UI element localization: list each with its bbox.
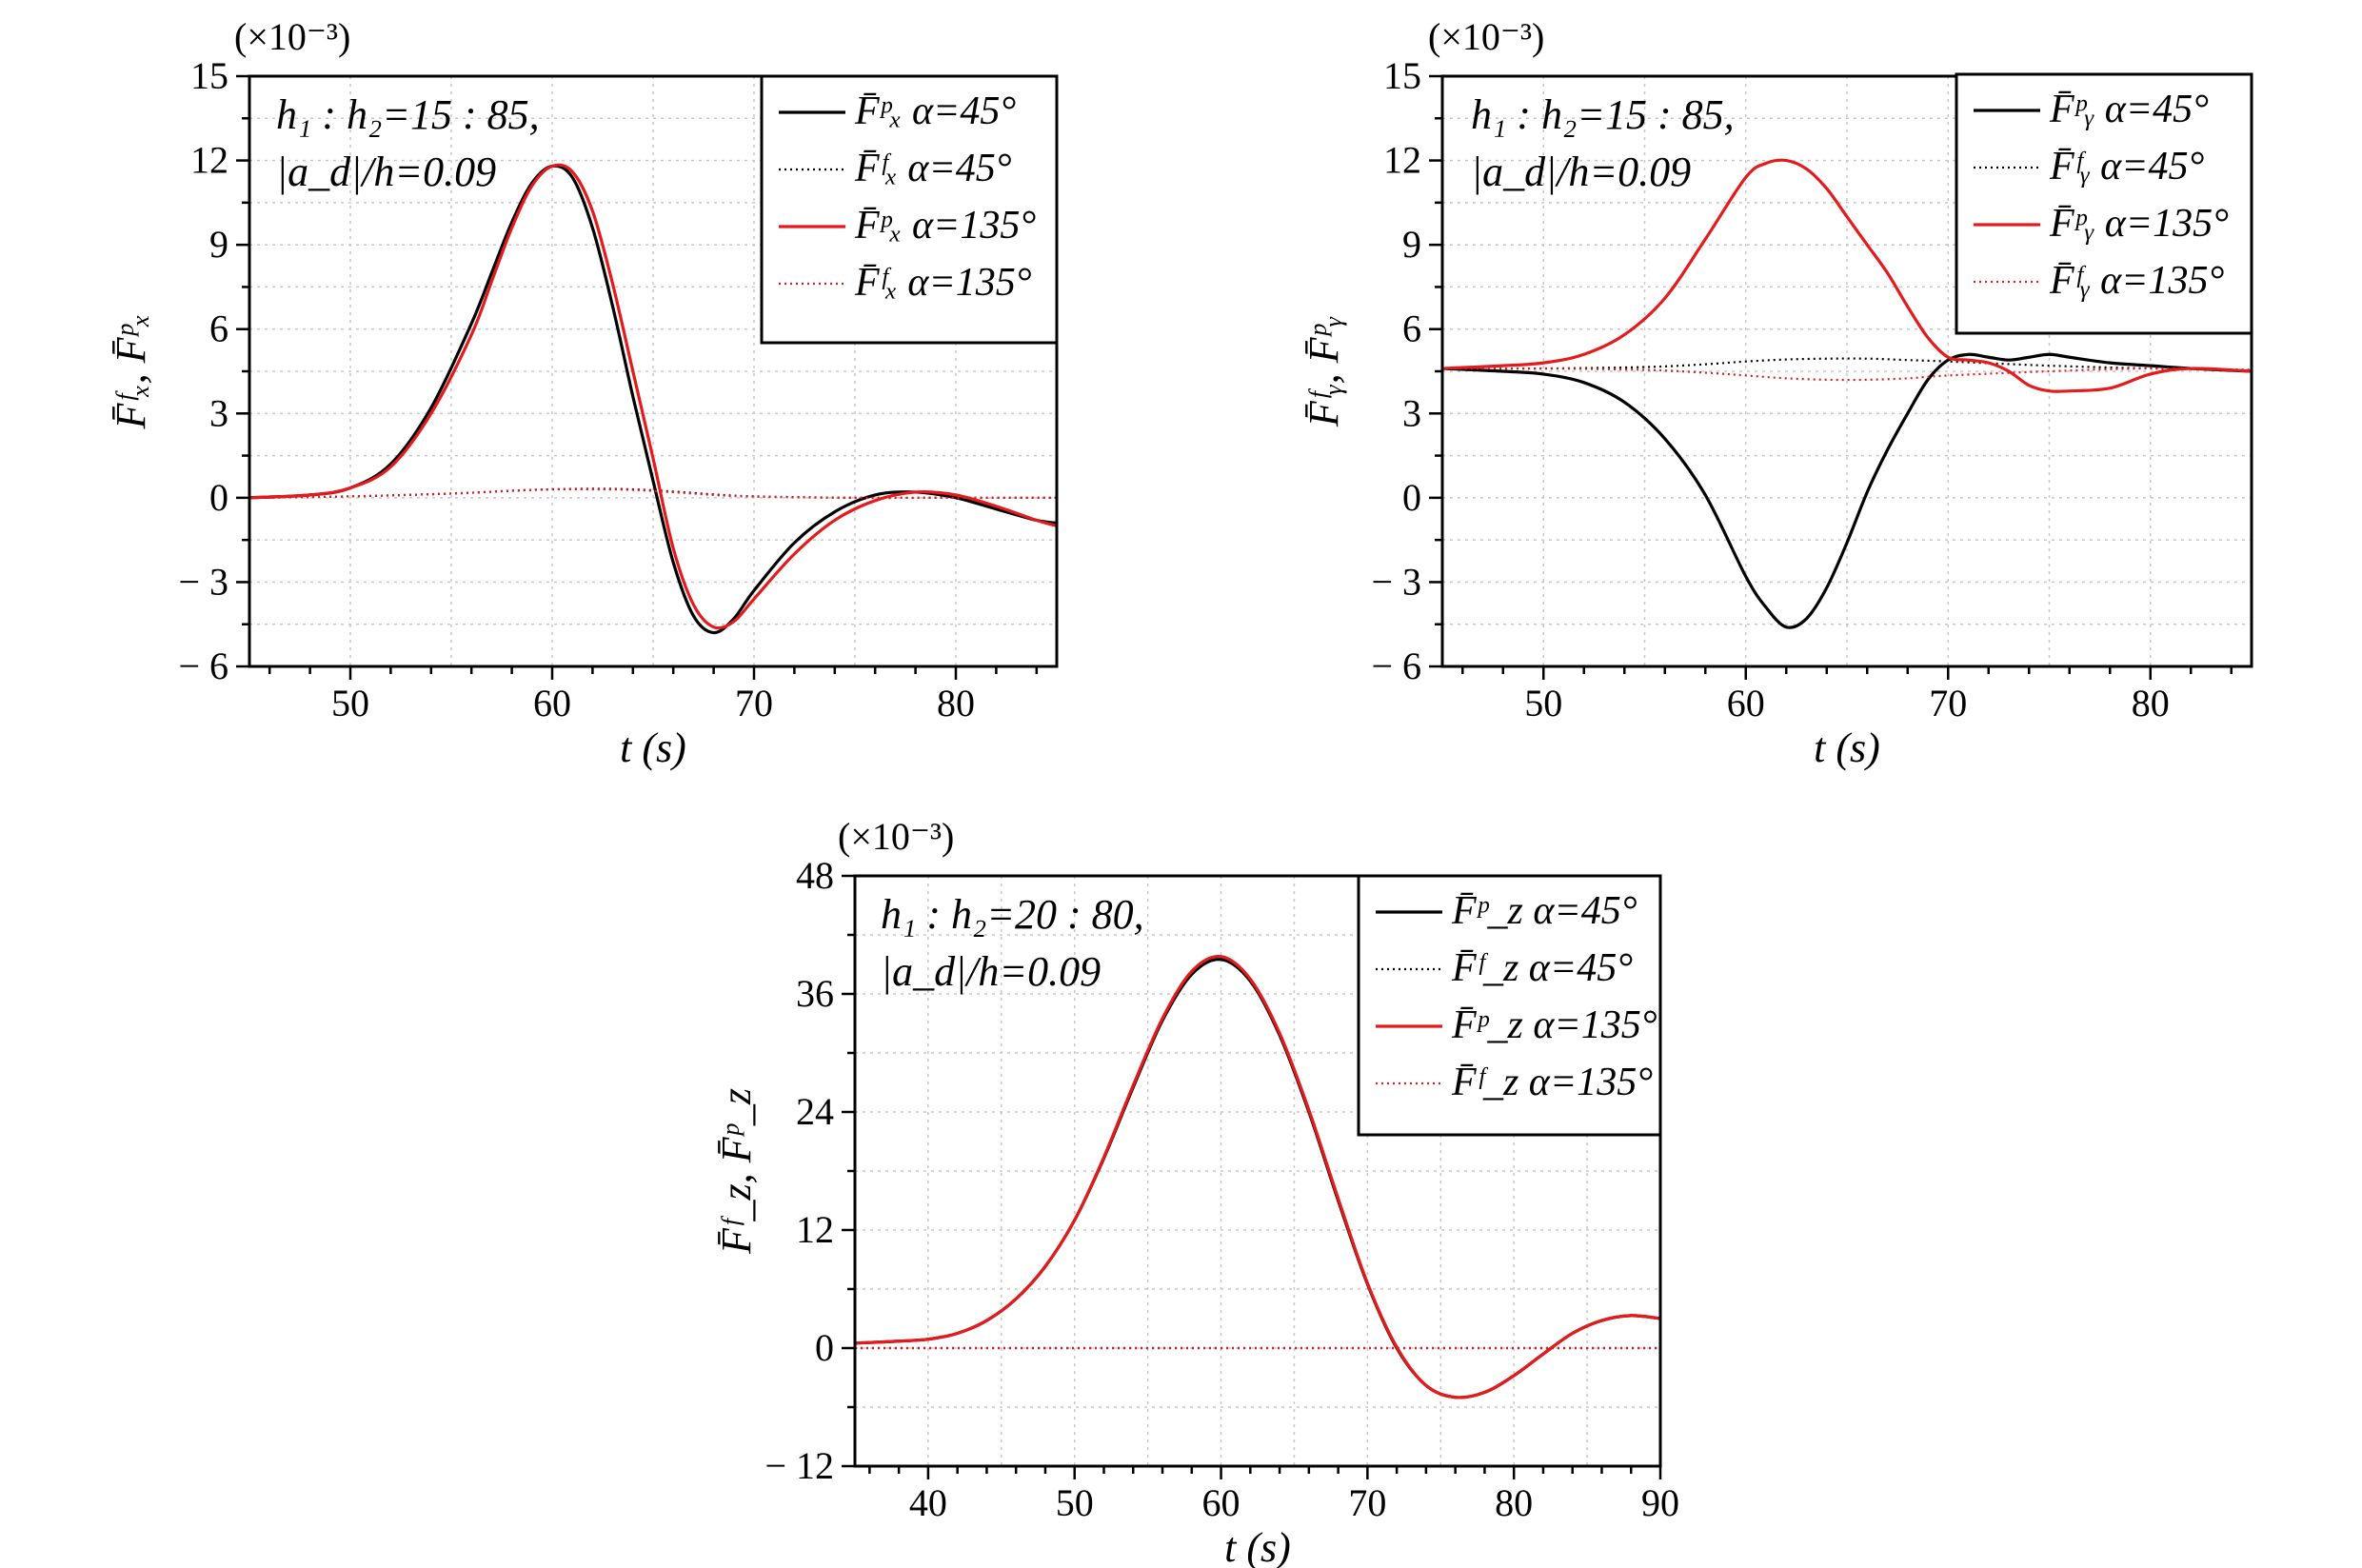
plot-area: 40 50 60 70 80 90 − 12 0 12 24 36 48 (764, 854, 1679, 1524)
y-ticks: − 6 − 3 0 3 6 9 12 15 (1371, 54, 1442, 687)
legend-label: F̄ᵖ_z α=135° (1451, 1003, 1657, 1047)
legend-label: F̄ᶠᵧ α=135° (2049, 259, 2225, 303)
legend-label: F̄ᵖₓ α=45° (854, 89, 1016, 133)
x-tick-label: 90 (1641, 1481, 1679, 1524)
y-tick-label: 15 (1383, 54, 1421, 97)
legend-box (1955, 72, 2253, 335)
plot-area: 50 60 70 80 − 6 − 3 0 3 6 9 12 15 (178, 54, 1059, 724)
series-line (249, 164, 1057, 635)
y-axis-label: F̄ᶠ_z, F̄ᵖ_z (713, 1088, 760, 1255)
y-tick-label: − 6 (1371, 645, 1421, 687)
series-lines (249, 163, 1057, 635)
legend-box (1357, 874, 1662, 1137)
x-tick-label: 80 (1495, 1481, 1533, 1524)
annotation-line-2: |a_d|/h=0.09 (276, 149, 496, 195)
x-tick-label: 80 (937, 682, 975, 724)
y-tick-label: 12 (1383, 139, 1421, 182)
x-tick-label: 50 (331, 682, 369, 724)
annotation-line-1: h₁ : h₂=20 : 80, (881, 891, 1144, 938)
x-tick-label: 80 (2132, 682, 2170, 724)
y-tick-label: 36 (796, 972, 834, 1015)
legend-label: F̄ᶠₓ α=45° (854, 147, 1012, 190)
y-tick-label: 0 (209, 476, 228, 519)
series-line (249, 487, 1057, 500)
legend-label: F̄ᶠᵧ α=45° (2049, 145, 2205, 189)
legend-entries: F̄ᵖᵧ α=45° F̄ᶠᵧ α=45° F̄ᵖᵧ α=135° F̄ᶠᵧ α=13… (1974, 88, 2229, 303)
y-tick-label: 9 (209, 223, 228, 266)
y-tick-label: 12 (796, 1208, 834, 1251)
x-tick-label: 70 (735, 682, 773, 724)
x-axis-label: t (s) (1224, 1524, 1291, 1568)
y-tick-label: 0 (1402, 476, 1421, 519)
x-ticks: 50 60 70 80 (1461, 666, 2233, 724)
y-tick-label: 3 (1402, 391, 1421, 434)
y-tick-label: 15 (190, 54, 228, 97)
y-ticks: − 12 0 12 24 36 48 (764, 854, 855, 1487)
y-tick-label: 0 (815, 1326, 834, 1369)
x-axis-label: t (s) (1814, 724, 1880, 771)
x-tick-label: 70 (1348, 1481, 1386, 1524)
legend-label: F̄ᶠₓ α=135° (854, 261, 1032, 305)
legend-entries: F̄ᵖₓ α=45° F̄ᶠₓ α=45° F̄ᵖₓ α=135° F̄ᶠₓ α=13… (779, 89, 1036, 305)
legend: F̄ᵖᵧ α=45° F̄ᶠᵧ α=45° F̄ᵖᵧ α=135° F̄ᶠᵧ α=13… (1955, 72, 2253, 335)
panel-fy: 50 60 70 80 − 6 − 3 0 3 6 9 12 15 (×10⁻³) F̄ᶠᵧ, F̄… (1300, 15, 2253, 771)
series-line (1442, 158, 2252, 393)
series-line (1442, 352, 2252, 629)
x-tick-label: 60 (1202, 1481, 1241, 1524)
x-tick-label: 70 (1929, 682, 1967, 724)
y-tick-label: − 3 (178, 560, 228, 603)
x-tick-label: 50 (1056, 1481, 1094, 1524)
y-tick-label: 3 (209, 391, 228, 434)
x-ticks: 50 60 70 80 (268, 666, 1039, 724)
x-tick-label: 50 (1524, 682, 1562, 724)
annotation-line-2: |a_d|/h=0.09 (1471, 149, 1691, 195)
multiplier-label: (×10⁻³) (838, 815, 954, 858)
legend-label: F̄ᶠ_z α=45° (1451, 946, 1633, 990)
x-ticks: 40 50 60 70 80 90 (868, 1466, 1679, 1524)
series-line (855, 954, 1660, 1399)
y-tick-label: 48 (796, 854, 834, 897)
y-tick-label: − 12 (764, 1444, 834, 1487)
x-axis-label: t (s) (620, 724, 686, 771)
series-lines (855, 954, 1660, 1399)
legend-label: F̄ᵖ_z α=45° (1451, 889, 1638, 933)
legend-label: F̄ᵖᵧ α=135° (2049, 202, 2229, 246)
panel-fx: 50 60 70 80 − 6 − 3 0 3 6 9 12 15 (×10⁻³) F̄ᶠₓ, F̄… (108, 15, 1059, 771)
y-tick-label: − 3 (1371, 560, 1421, 603)
x-tick-label: 40 (909, 1481, 947, 1524)
y-axis-label: F̄ᶠᵧ, F̄ᵖᵧ (1300, 316, 1347, 427)
legend-label: F̄ᵖᵧ α=45° (2049, 88, 2209, 131)
y-tick-label: 6 (1402, 308, 1421, 350)
y-tick-label: 6 (209, 308, 228, 350)
annotation-line-1: h₁ : h₂=15 : 85, (1471, 91, 1735, 138)
y-ticks: − 6 − 3 0 3 6 9 12 15 (178, 54, 249, 687)
multiplier-label: (×10⁻³) (1428, 15, 1544, 58)
y-tick-label: − 6 (178, 645, 228, 687)
x-tick-label: 60 (1727, 682, 1765, 724)
legend-label: F̄ᶠ_z α=135° (1451, 1061, 1653, 1104)
y-axis-label: F̄ᶠₓ, F̄ᵖₓ (108, 314, 154, 430)
legend: F̄ᵖₓ α=45° F̄ᶠₓ α=45° F̄ᵖₓ α=135° F̄ᶠₓ α=13… (760, 74, 1059, 345)
y-tick-label: 24 (796, 1090, 834, 1133)
legend: F̄ᵖ_z α=45° F̄ᶠ_z α=45° F̄ᵖ_z α=135° F̄ᶠ_z … (1357, 874, 1662, 1137)
y-tick-label: 12 (190, 139, 228, 182)
panel-fz: 40 50 60 70 80 90 − 12 0 12 24 36 48 (×10⁻³) F̄ᶠ_z… (713, 815, 1679, 1568)
series-lines (1442, 158, 2252, 629)
legend-entries: F̄ᵖ_z α=45° F̄ᶠ_z α=45° F̄ᵖ_z α=135° F̄ᶠ_z … (1376, 889, 1657, 1104)
legend-box (760, 74, 1059, 345)
y-tick-label: 9 (1402, 223, 1421, 266)
annotation-line-2: |a_d|/h=0.09 (881, 948, 1101, 995)
series-line (249, 163, 1057, 630)
plot-area: 50 60 70 80 − 6 − 3 0 3 6 9 12 15 (1371, 54, 2253, 724)
annotation-line-1: h₁ : h₂=15 : 85, (276, 91, 540, 138)
multiplier-label: (×10⁻³) (234, 15, 350, 58)
x-tick-label: 60 (533, 682, 571, 724)
legend-label: F̄ᵖₓ α=135° (854, 204, 1036, 248)
